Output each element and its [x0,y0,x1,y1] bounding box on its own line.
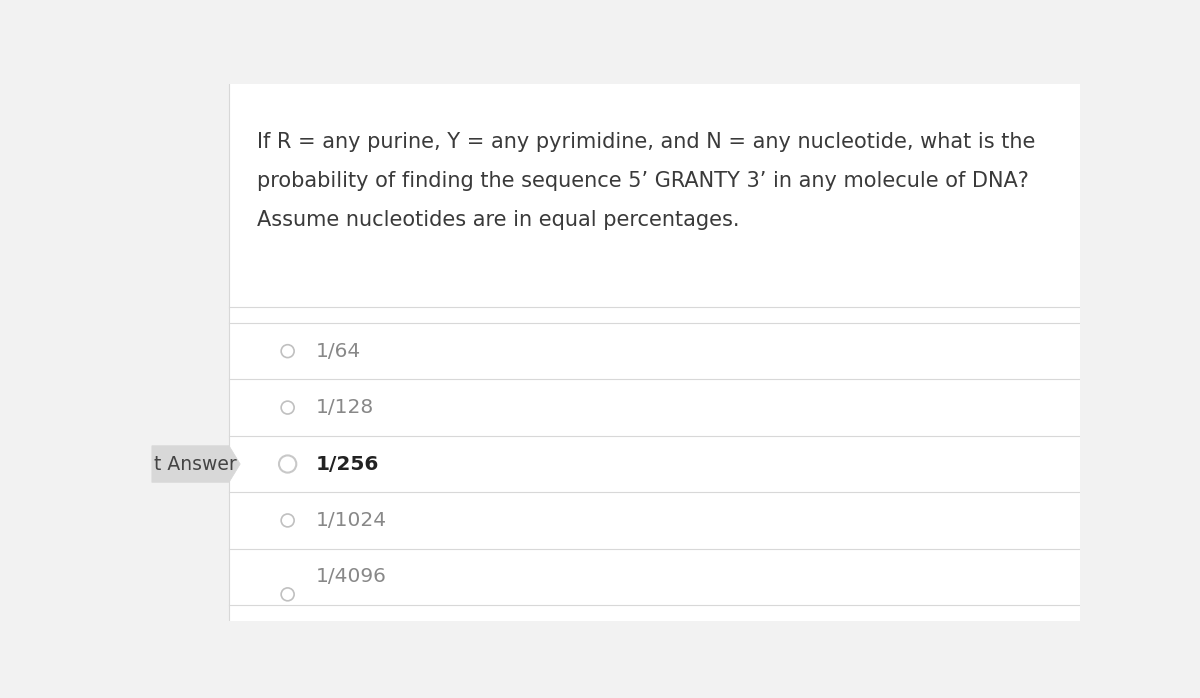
Polygon shape [152,446,240,482]
Text: If R = any purine, Y = any pyrimidine, and N = any nucleotide, what is the: If R = any purine, Y = any pyrimidine, a… [257,132,1036,152]
Text: 1/64: 1/64 [316,341,361,361]
Text: 1/1024: 1/1024 [316,511,386,530]
Text: Assume nucleotides are in equal percentages.: Assume nucleotides are in equal percenta… [257,209,739,230]
Text: 1/256: 1/256 [316,454,379,473]
Text: 1/4096: 1/4096 [316,567,386,586]
Bar [150,84,229,621]
Text: t Answer: t Answer [154,454,236,473]
Text: probability of finding the sequence 5’ GRANTY 3’ in any molecule of DNA?: probability of finding the sequence 5’ G… [257,171,1028,191]
Text: 1/128: 1/128 [316,398,373,417]
